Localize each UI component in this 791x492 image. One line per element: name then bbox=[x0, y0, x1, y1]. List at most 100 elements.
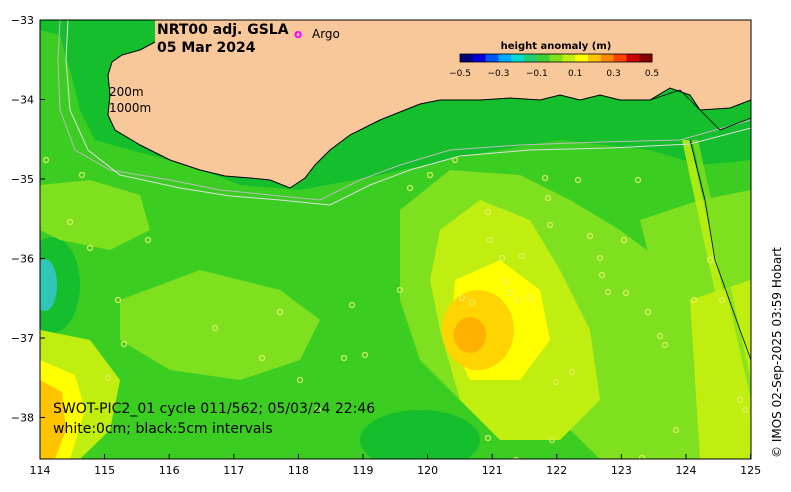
colorbar-ticks: −0.5 −0.3 −0.1 0.1 0.3 0.5 bbox=[449, 69, 659, 79]
argo-float bbox=[314, 406, 322, 414]
argo-float bbox=[396, 286, 404, 294]
argo-float bbox=[690, 296, 698, 304]
argo-float bbox=[258, 354, 266, 362]
bathymetry-200m bbox=[57, 20, 751, 201]
argo-float bbox=[544, 194, 552, 202]
colorbar-segment bbox=[613, 54, 627, 62]
argo-float bbox=[468, 298, 476, 306]
x-tick-label: 117 bbox=[223, 464, 244, 477]
y-tick-label: −33 bbox=[11, 14, 34, 27]
argo-float bbox=[718, 296, 726, 304]
contour-label-200m: 200m bbox=[109, 85, 144, 99]
imos-credit: © IMOS 02-Sep-2025 03:59 Hobart bbox=[770, 247, 784, 458]
colorbar-segment bbox=[588, 54, 602, 62]
colorbar-segment bbox=[562, 54, 576, 62]
map-plot-area bbox=[40, 20, 751, 459]
argo-float bbox=[340, 354, 348, 362]
colorbar-tick-label: 0.3 bbox=[606, 69, 620, 79]
argo-float bbox=[598, 271, 606, 279]
argo-float bbox=[568, 368, 576, 376]
argo-float bbox=[548, 436, 556, 444]
bathymetry-1000m bbox=[65, 20, 751, 206]
argo-float bbox=[514, 296, 522, 304]
argo-float bbox=[104, 374, 112, 382]
argo-float bbox=[296, 376, 304, 384]
argo-float bbox=[741, 406, 749, 414]
argo-float bbox=[484, 208, 492, 216]
colorbar-title: height anomaly (m) bbox=[501, 41, 612, 52]
southwest-high-anomaly-core bbox=[40, 380, 66, 459]
colorbar-tick-label: 0.5 bbox=[645, 69, 659, 79]
argo-float bbox=[526, 294, 534, 302]
y-tick-label: −35 bbox=[11, 173, 34, 186]
x-tick-label: 120 bbox=[417, 464, 438, 477]
west-high-anomaly bbox=[40, 180, 150, 250]
x-tick-label: 116 bbox=[159, 464, 180, 477]
colorbar-frame bbox=[459, 53, 653, 63]
x-tick-label: 124 bbox=[676, 464, 697, 477]
colorbar-tick-label: 0.1 bbox=[568, 69, 582, 79]
argo-float bbox=[506, 289, 514, 297]
colorbar-segment bbox=[639, 54, 653, 62]
colorbar-tick-label: −0.3 bbox=[487, 69, 509, 79]
colorbar-tick-label: −0.5 bbox=[449, 69, 471, 79]
swot-pass-info: SWOT-PIC2_01 cycle 011/562; 05/03/24 22:… bbox=[53, 401, 375, 417]
argo-float bbox=[78, 171, 86, 179]
argo-float bbox=[348, 301, 356, 309]
colorbar-segment bbox=[460, 54, 474, 62]
y-tick-label: −34 bbox=[11, 94, 34, 107]
colorbar bbox=[460, 54, 653, 62]
argo-float bbox=[620, 236, 628, 244]
argo-float bbox=[144, 236, 152, 244]
colorbar-tick-label: −0.1 bbox=[526, 69, 548, 79]
argo-float bbox=[596, 254, 604, 262]
x-tick-label: 115 bbox=[94, 464, 115, 477]
argo-float bbox=[276, 308, 284, 316]
argo-float bbox=[513, 456, 519, 459]
argo-float bbox=[406, 184, 414, 192]
argo-float bbox=[120, 340, 128, 348]
x-tick-label: 118 bbox=[288, 464, 309, 477]
swot-contour-5cm bbox=[689, 139, 751, 361]
map-title: NRT00 adj. GSLA bbox=[157, 22, 289, 38]
central-high-peak-core bbox=[454, 317, 486, 353]
west-low-eddy-outer bbox=[40, 237, 80, 333]
argo-float bbox=[638, 454, 646, 459]
swot-contour-5cm-north bbox=[649, 89, 751, 131]
argo-float bbox=[451, 156, 459, 164]
plot-frame bbox=[39, 19, 752, 460]
central-west-high-anomaly bbox=[120, 270, 320, 380]
colorbar-segment bbox=[536, 54, 551, 62]
y-axis: −33 −34 −35 −36 −37 −38 bbox=[11, 14, 45, 425]
map-date: 05 Mar 2024 bbox=[157, 40, 256, 56]
argo-float bbox=[211, 324, 219, 332]
argo-float bbox=[661, 341, 669, 349]
argo-float bbox=[552, 378, 560, 386]
argo-float bbox=[634, 176, 642, 184]
argo-float bbox=[586, 232, 594, 240]
coastline bbox=[107, 20, 751, 189]
x-tick-label: 122 bbox=[546, 464, 567, 477]
colorbar-segment bbox=[575, 54, 589, 62]
contour-label-1000m: 1000m bbox=[109, 101, 151, 115]
x-axis: 114 115 116 117 118 119 120 121 122 123 124 125 bbox=[30, 454, 761, 477]
swot-contour-info: white:0cm; black:5cm intervals bbox=[53, 421, 273, 437]
argo-float bbox=[604, 288, 612, 296]
colorbar-segment bbox=[511, 54, 525, 62]
argo-float bbox=[484, 434, 492, 442]
colorbar-segment bbox=[626, 54, 640, 62]
argo-float bbox=[656, 332, 664, 340]
argo-float bbox=[672, 426, 680, 434]
x-tick-label: 114 bbox=[30, 464, 51, 477]
swot-swath bbox=[682, 140, 751, 420]
argo-float bbox=[66, 218, 74, 226]
y-tick-label: −36 bbox=[11, 253, 34, 266]
argo-float bbox=[574, 176, 582, 184]
x-tick-label: 123 bbox=[611, 464, 632, 477]
argo-float bbox=[114, 296, 122, 304]
y-tick-label: −38 bbox=[11, 412, 34, 425]
colorbar-segment bbox=[549, 54, 563, 62]
argo-float-markers bbox=[42, 156, 749, 459]
south-low-anomaly bbox=[360, 410, 480, 459]
